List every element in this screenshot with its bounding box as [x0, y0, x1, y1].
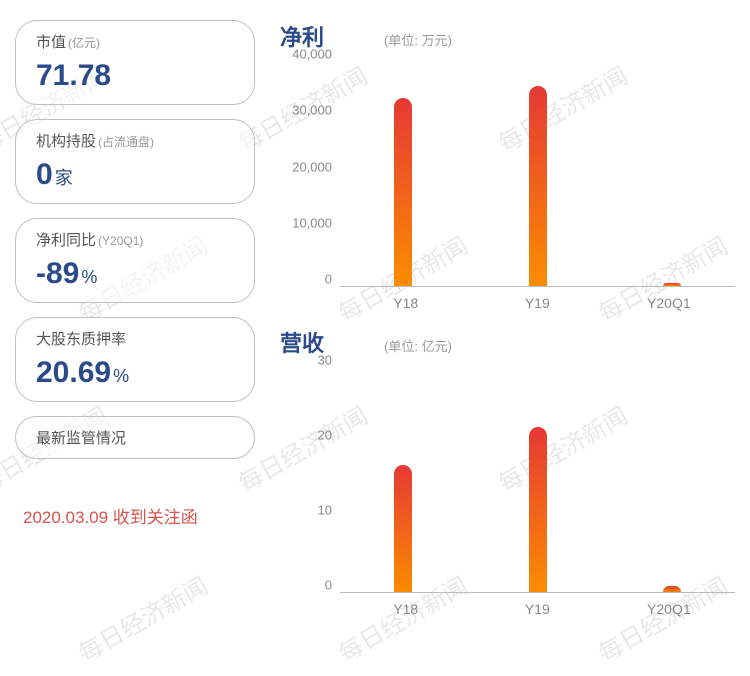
y-tick: 0: [325, 578, 332, 593]
y-tick: 20: [318, 428, 332, 443]
left-panel: 市值(亿元) 71.78 机构持股(占流通盘) 0家净利同比(Y20Q1) -89% 大股…: [15, 20, 255, 656]
x-label: Y19: [472, 295, 604, 311]
metric-label: 市值: [36, 34, 66, 51]
metric-card-2: 净利同比(Y20Q1) -89%: [15, 218, 255, 303]
metric-unit: 家: [55, 168, 73, 188]
bar-Y18: [394, 465, 412, 593]
metric-card-4: 最新监管情况: [15, 416, 255, 459]
y-tick: 10: [318, 503, 332, 518]
y-tick: 20,000: [292, 159, 332, 174]
metric-value: 0家: [36, 157, 234, 193]
metric-label: 净利同比: [36, 232, 96, 249]
chart-0: 净利(单位: 万元)010,00020,00030,00040,000Y18Y1…: [280, 20, 735, 311]
plot-area: [340, 368, 735, 593]
bar-Y20Q1: [663, 283, 681, 286]
bar-Y18: [394, 98, 412, 286]
y-axis: 010,00020,00030,00040,000: [280, 62, 340, 287]
metric-card-3: 大股东质押率 20.69%: [15, 317, 255, 402]
metric-value: 20.69%: [36, 355, 234, 391]
metric-unit: %: [113, 366, 129, 386]
chart-unit: (单位: 万元): [384, 30, 452, 49]
metric-sublabel: (占流通盘): [98, 135, 154, 149]
metric-sublabel: (亿元): [68, 36, 100, 50]
x-label: Y18: [340, 295, 472, 311]
bar-Y20Q1: [663, 586, 681, 592]
metric-label: 最新监管情况: [36, 430, 126, 447]
y-tick: 10,000: [292, 215, 332, 230]
x-axis: Y18Y19Y20Q1: [340, 295, 735, 311]
metric-sublabel: (Y20Q1): [98, 234, 143, 248]
metric-card-1: 机构持股(占流通盘) 0家: [15, 119, 255, 204]
regulatory-notice: 2020.03.09 收到关注函: [15, 503, 255, 528]
x-label: Y20Q1: [603, 295, 735, 311]
x-label: Y20Q1: [603, 601, 735, 617]
right-panel: 净利(单位: 万元)010,00020,00030,00040,000Y18Y1…: [255, 20, 735, 656]
metric-unit: %: [81, 267, 97, 287]
y-tick: 30: [318, 353, 332, 368]
chart-1: 营收(单位: 亿元)0102030Y18Y19Y20Q1: [280, 326, 735, 617]
y-tick: 30,000: [292, 103, 332, 118]
chart-unit: (单位: 亿元): [384, 336, 452, 355]
metric-card-0: 市值(亿元) 71.78: [15, 20, 255, 105]
y-tick: 0: [325, 272, 332, 287]
x-label: Y18: [340, 601, 472, 617]
y-tick: 40,000: [292, 47, 332, 62]
y-axis: 0102030: [280, 368, 340, 593]
metric-label: 机构持股: [36, 133, 96, 150]
metric-value: -89%: [36, 256, 234, 292]
plot-area: [340, 62, 735, 287]
bar-Y19: [529, 86, 547, 286]
metric-label: 大股东质押率: [36, 331, 126, 348]
x-axis: Y18Y19Y20Q1: [340, 601, 735, 617]
metric-value: 71.78: [36, 58, 234, 94]
bar-Y19: [529, 427, 547, 592]
x-label: Y19: [472, 601, 604, 617]
